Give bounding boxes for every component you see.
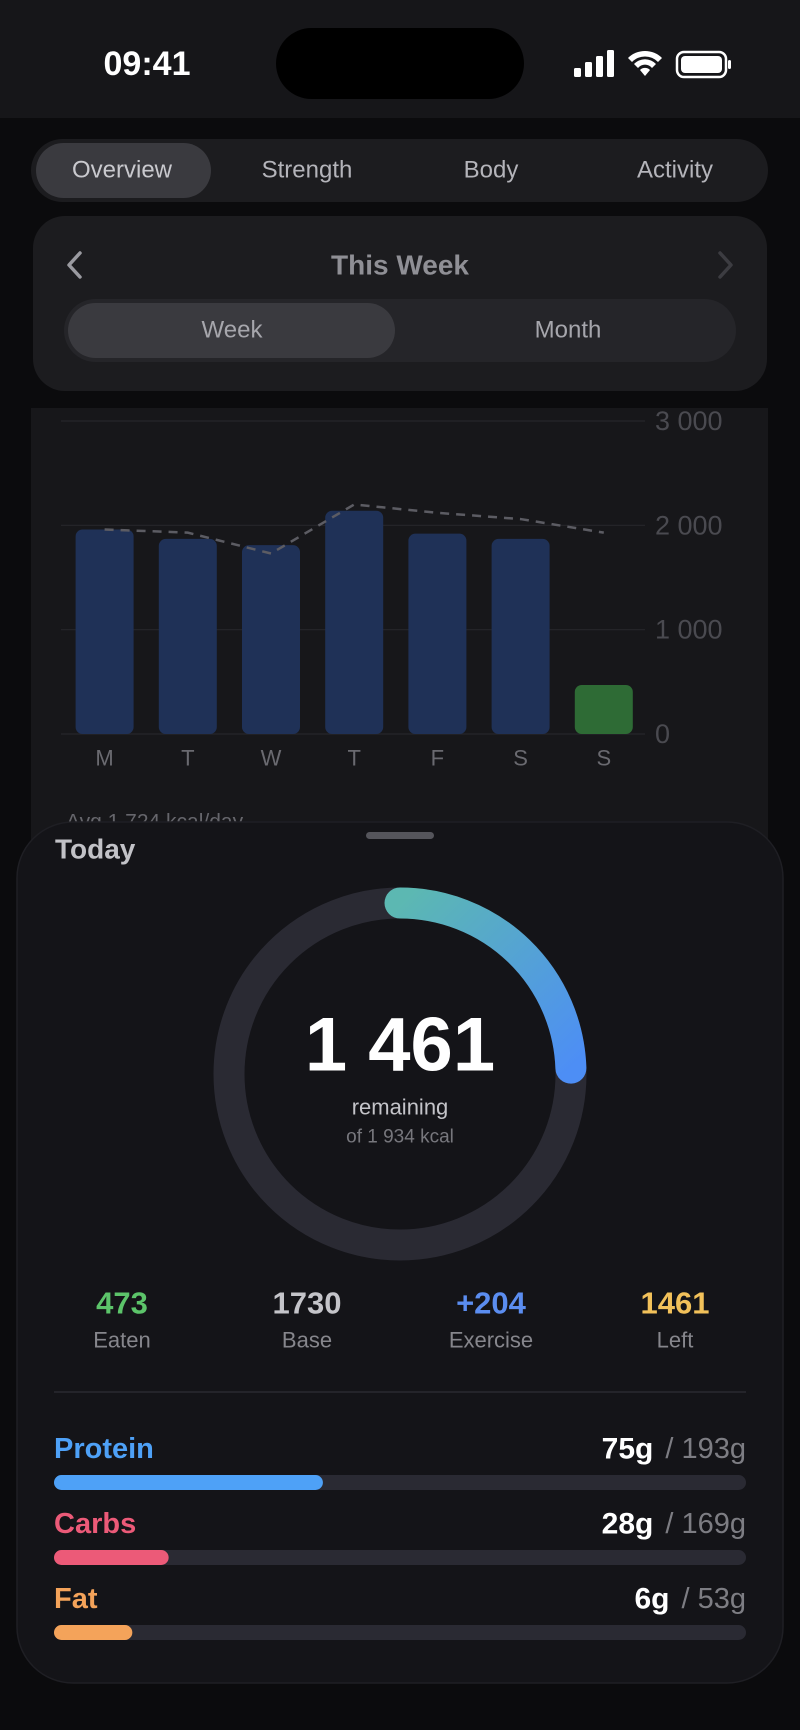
macro-progress xyxy=(54,1550,169,1565)
previous-button[interactable] xyxy=(67,251,82,279)
stat-caption: Base xyxy=(282,1328,332,1353)
tab[interactable]: Strength xyxy=(262,157,353,184)
remaining-caption: remaining xyxy=(352,1095,449,1120)
segment-selected-pill xyxy=(68,303,395,358)
bar xyxy=(158,538,217,734)
macro-name: Fat xyxy=(54,1583,98,1615)
tab[interactable]: Body xyxy=(464,157,519,184)
macro-name: Carbs xyxy=(54,1508,136,1540)
y-tick-label: 2 000 xyxy=(655,510,723,540)
bar xyxy=(75,529,134,734)
macro-target: / 193g xyxy=(665,1433,746,1465)
macro-current: 6g xyxy=(634,1583,669,1616)
next-button[interactable] xyxy=(718,251,733,279)
bar xyxy=(242,545,300,734)
macro-progress xyxy=(54,1475,323,1490)
stat-value: 1730 xyxy=(273,1286,342,1321)
remaining-value: 1 461 xyxy=(305,1003,495,1088)
stat-value: 1461 xyxy=(641,1286,710,1321)
goal-caption: of 1 934 kcal xyxy=(346,1127,454,1148)
stat-caption: Eaten xyxy=(93,1328,151,1353)
macro-current: 75g xyxy=(602,1433,654,1466)
period-title: This Week xyxy=(331,250,469,281)
macro-track xyxy=(54,1625,746,1640)
bar xyxy=(408,533,467,734)
x-tick-label: S xyxy=(596,746,611,771)
sheet-handle[interactable] xyxy=(366,832,434,839)
macro-track xyxy=(54,1550,746,1565)
stat-caption: Left xyxy=(657,1328,694,1353)
x-tick-label: F xyxy=(431,746,444,771)
bar xyxy=(325,510,384,734)
dynamic-island xyxy=(276,28,524,99)
tab-bar xyxy=(31,139,768,202)
y-tick-label: 3 000 xyxy=(655,406,723,436)
macro-target: / 169g xyxy=(665,1508,746,1540)
y-tick-label: 1 000 xyxy=(655,615,723,645)
segment-option[interactable]: Month xyxy=(535,317,602,344)
stat-value: 473 xyxy=(96,1286,148,1321)
status-icons xyxy=(574,50,731,79)
x-tick-label: M xyxy=(95,746,113,771)
target-line xyxy=(104,503,605,555)
tab[interactable]: Overview xyxy=(72,157,173,184)
tab[interactable]: Activity xyxy=(637,157,713,184)
x-tick-label: W xyxy=(261,746,282,771)
macro-progress xyxy=(54,1625,133,1640)
status-time: 09:41 xyxy=(104,45,191,83)
y-tick-label: 0 xyxy=(655,719,670,749)
bar xyxy=(491,538,550,734)
macro-target: / 53g xyxy=(682,1583,747,1615)
x-tick-label: S xyxy=(513,746,528,771)
stat-caption: Exercise xyxy=(449,1328,533,1353)
sheet-title: Today xyxy=(55,834,136,865)
ring-progress xyxy=(384,887,587,1084)
x-tick-label: T xyxy=(347,746,360,771)
bar xyxy=(574,684,633,734)
tab-selected-pill xyxy=(36,143,211,198)
chart-panel xyxy=(31,408,768,878)
stat-value: +204 xyxy=(456,1286,527,1321)
macro-current: 28g xyxy=(602,1508,654,1541)
segment-option[interactable]: Week xyxy=(202,317,264,344)
x-tick-label: T xyxy=(181,746,194,771)
macro-name: Protein xyxy=(54,1433,154,1465)
